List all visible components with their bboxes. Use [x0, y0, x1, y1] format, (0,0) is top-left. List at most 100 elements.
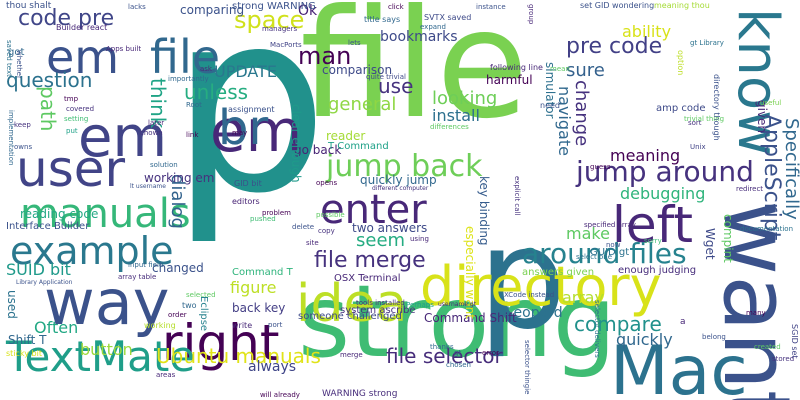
- word-figure: figure: [230, 278, 277, 297]
- word-em-1: em: [210, 97, 303, 165]
- word-go-back: go back: [294, 143, 342, 157]
- word-space: space: [234, 6, 305, 34]
- word-using: using: [410, 235, 429, 243]
- word-unix: Unix: [690, 143, 706, 151]
- word-problem: problem: [262, 209, 291, 217]
- word-install: install: [432, 106, 480, 125]
- word-guess: guess: [590, 163, 611, 171]
- word-p-second: p: [478, 198, 567, 361]
- word-pushed: pushed: [250, 215, 276, 223]
- word-title-says: title says: [364, 15, 401, 24]
- word-assignment: assignment: [228, 105, 275, 114]
- word-example: example: [10, 229, 174, 273]
- word-directory: directory: [420, 255, 662, 318]
- word-sorry: sorry: [644, 237, 662, 245]
- word-enter: enter: [320, 187, 427, 233]
- word-different-computer: different computer: [372, 185, 429, 192]
- word-chown: chown: [140, 129, 163, 137]
- word-whether: whether: [15, 50, 23, 79]
- word-ability: ability: [622, 22, 672, 41]
- word-selector-thingie: selector thingie: [523, 340, 531, 395]
- word-shift-t: Shift T: [8, 333, 47, 347]
- word-someone-challenged: someone challenged: [298, 311, 402, 322]
- word-code-pre: code pre: [18, 6, 115, 31]
- word-right: right: [162, 314, 280, 372]
- word-many: many: [746, 309, 766, 317]
- word-ok: Ok: [298, 3, 318, 19]
- word-osx-terminal: OSX Terminal: [334, 273, 401, 284]
- word-chosen: chosen: [446, 361, 471, 369]
- word-explicit-call: explicit call: [513, 176, 521, 216]
- word-thanks: thanks: [430, 343, 454, 351]
- word-navigate: navigate: [555, 86, 574, 156]
- word-em-3: em: [46, 30, 120, 84]
- word-question: question: [6, 68, 93, 92]
- word-site: site: [306, 239, 319, 247]
- word-compare: compare: [574, 312, 662, 336]
- word-managers: managers: [262, 25, 298, 33]
- word-tmp: tmp: [64, 95, 79, 103]
- word-selected: selected: [186, 291, 216, 299]
- word-copy: copy: [318, 227, 335, 235]
- word-eclipse: Eclipse: [198, 296, 209, 332]
- word-looking: looking: [432, 88, 498, 109]
- word-general: general: [328, 94, 397, 115]
- word-changed: changed: [152, 261, 204, 275]
- word-wget: Wget: [703, 228, 717, 260]
- word-specified-array: specified array: [584, 221, 636, 229]
- word-two: two: [182, 301, 197, 310]
- word-left: left: [612, 196, 693, 254]
- word-trivial-thing: trivial thing: [684, 115, 725, 123]
- word-quite-trivial: quite trivial: [366, 73, 406, 81]
- word-quickly: quickly: [616, 330, 673, 349]
- word-link: link: [186, 131, 199, 139]
- word-reading-code: reading code: [20, 207, 99, 221]
- word-library-application: Library Application: [16, 279, 73, 286]
- word-importantly: importantly: [168, 75, 209, 83]
- word-owns: owns: [14, 143, 33, 151]
- word-selector-delivers: selector delivers: [593, 300, 601, 358]
- word-created: created: [754, 343, 781, 351]
- word-thou-shalt: thou shalt: [6, 1, 52, 11]
- word-got: got: [8, 47, 25, 58]
- word-jump-around: jump around: [576, 155, 754, 188]
- word-suid-bit: SUID bit: [6, 260, 71, 279]
- word-gt: gt: [454, 349, 462, 357]
- word-manuals: manuals: [20, 191, 191, 237]
- word-mac: Mac: [610, 332, 748, 400]
- word-set-gid-wondering: set GID wondering: [580, 1, 655, 10]
- word-use: use: [378, 74, 414, 98]
- word-saved-text: saved text: [5, 40, 13, 77]
- word-sure: sure: [566, 60, 605, 81]
- word-input-field: input field: [128, 261, 164, 269]
- word-will-already: will already: [260, 391, 300, 399]
- word-command-t: Command T: [232, 267, 293, 278]
- word-compint: compint: [721, 214, 735, 263]
- word-opens: opens: [316, 179, 338, 187]
- word-possible: possible: [316, 211, 345, 219]
- word-seem: seem: [356, 230, 406, 251]
- word-xcode-instead: XCode instead: [504, 291, 555, 299]
- word-array-table: array table: [118, 273, 157, 281]
- word-documentation: documentation: [740, 225, 794, 233]
- word-put: put: [66, 127, 78, 135]
- word-instance: instance: [476, 3, 506, 11]
- word-builder-react: Builder react: [56, 23, 108, 32]
- word-belong: belong: [702, 333, 726, 341]
- word-always: always: [248, 359, 297, 375]
- word-leopard: Leopard: [506, 305, 563, 321]
- word-gid-bit: GID bit: [234, 179, 262, 188]
- word-file-2: file: [150, 30, 221, 84]
- word-reader: reader: [326, 129, 366, 143]
- word-answers-given: answers given: [522, 267, 595, 278]
- word-port: port: [268, 321, 283, 329]
- word-option: option: [676, 50, 685, 76]
- word-macports: MacPorts: [270, 41, 302, 49]
- word-command-shift: Command Shift: [424, 311, 517, 325]
- word-areas: areas: [156, 371, 176, 379]
- word-interface-builder: Interface Builder: [6, 221, 90, 232]
- word-system-ascribe: system ascribe: [340, 305, 416, 316]
- word-harmful: harmful: [486, 73, 533, 87]
- word-mean: mean: [550, 65, 570, 73]
